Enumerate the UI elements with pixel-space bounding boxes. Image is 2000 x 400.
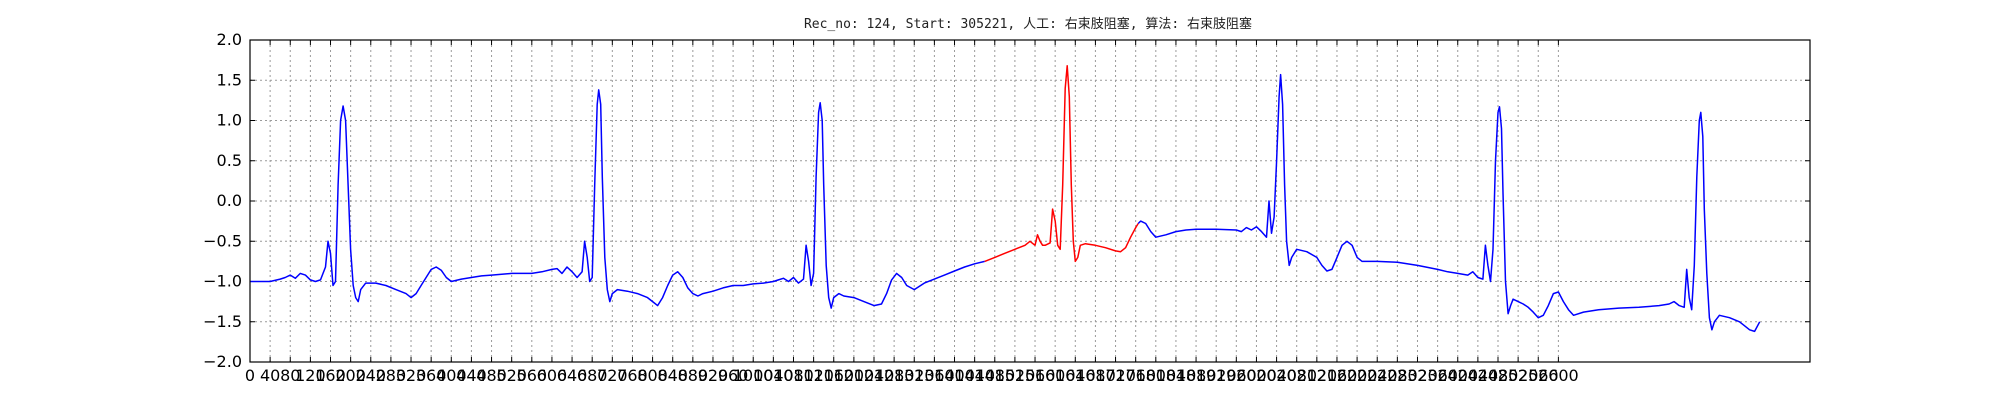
x-tick-label: 360: [416, 366, 447, 385]
x-tick-label: 1000: [733, 366, 774, 385]
x-tick-label: 440: [456, 366, 487, 385]
x-tick-label: 1800: [1135, 366, 1176, 385]
x-tick-label: 2240: [1357, 366, 1398, 385]
x-tick-label: 960: [718, 366, 749, 385]
y-tick-label: −2.0: [203, 352, 242, 371]
x-tick-label: 1480: [974, 366, 1015, 385]
x-tick-label: 760: [617, 366, 648, 385]
x-tick-label: 2200: [1337, 366, 1378, 385]
axis-ticks: 2.01.51.00.50.0−0.5−1.0−1.5−2.00 40 801201…: [203, 30, 1810, 385]
x-tick-label: 1280: [874, 366, 915, 385]
x-tick-label: 1720: [1095, 366, 1136, 385]
x-tick-label: 1360: [914, 366, 955, 385]
x-tick-label: 280: [376, 366, 407, 385]
x-tick-label: 2160: [1317, 366, 1358, 385]
x-tick-label: 480: [476, 366, 507, 385]
x-tick-label: 1960: [1216, 366, 1257, 385]
x-tick-label: 840: [657, 366, 688, 385]
x-tick-label: 2000: [1236, 366, 1277, 385]
x-tick-label: 1160: [813, 366, 854, 385]
x-tick-label: 640: [557, 366, 588, 385]
x-tick-label: 1200: [834, 366, 875, 385]
y-tick-label: 0.0: [217, 191, 242, 210]
series-group: [250, 65, 1761, 333]
x-tick-label: 1400: [934, 366, 975, 385]
x-tick-label: 720: [597, 366, 628, 385]
y-tick-label: −1.5: [203, 312, 242, 331]
y-tick-label: −1.0: [203, 272, 242, 291]
x-tick-label: 800: [637, 366, 668, 385]
x-tick-label: 40: [260, 366, 280, 385]
x-tick-label: 1840: [1156, 366, 1197, 385]
x-tick-label: 880: [678, 366, 709, 385]
x-tick-label: 920: [698, 366, 729, 385]
y-tick-label: −0.5: [203, 231, 242, 250]
x-tick-label: 120: [295, 366, 326, 385]
plot-frame: [249, 39, 1811, 363]
x-tick-label: 1080: [773, 366, 814, 385]
x-tick-label: 1040: [753, 366, 794, 385]
x-tick-label: 680: [577, 366, 608, 385]
x-tick-label: 2600: [1538, 366, 1579, 385]
x-tick-label: 160: [315, 366, 346, 385]
x-tick-label: 2280: [1377, 366, 1418, 385]
x-tick-label: 1640: [1055, 366, 1096, 385]
y-tick-label: 1.5: [217, 70, 242, 89]
y-tick-label: 0.5: [217, 151, 242, 170]
grid: [249, 39, 1810, 363]
x-tick-label: 1440: [954, 366, 995, 385]
x-tick-label: 1520: [995, 366, 1036, 385]
x-tick-label: 1920: [1196, 366, 1237, 385]
x-tick-label: 2360: [1417, 366, 1458, 385]
x-tick-label: 1880: [1176, 366, 1217, 385]
x-tick-label: 600: [537, 366, 568, 385]
x-tick-label: 2480: [1478, 366, 1519, 385]
x-tick-label: 1120: [793, 366, 834, 385]
x-tick-label: 2400: [1437, 366, 1478, 385]
x-tick-label: 520: [496, 366, 527, 385]
x-tick-label: 1560: [1015, 366, 1056, 385]
x-tick-label: 400: [436, 366, 467, 385]
x-tick-label: 240: [356, 366, 387, 385]
x-tick-label: 2440: [1458, 366, 1499, 385]
x-tick-label: 320: [396, 366, 427, 385]
x-tick-label: 2040: [1256, 366, 1297, 385]
x-tick-label: 2560: [1518, 366, 1559, 385]
x-tick-label: 560: [517, 366, 548, 385]
series-line-ecg-after: [1137, 73, 1761, 333]
series-line-ecg: [250, 89, 985, 309]
x-tick-label: 80: [280, 366, 300, 385]
x-tick-label: 200: [335, 366, 366, 385]
series-line-highlighted-beat: [984, 65, 1139, 263]
y-tick-label: 2.0: [217, 30, 242, 49]
x-tick-label: 1600: [1035, 366, 1076, 385]
y-tick-label: 1.0: [217, 111, 242, 130]
x-tick-label: 0: [245, 366, 255, 385]
x-tick-label: 2080: [1276, 366, 1317, 385]
x-tick-label: 1320: [894, 366, 935, 385]
x-tick-label: 1760: [1115, 366, 1156, 385]
chart-title: Rec_no: 124, Start: 305221, 人工: 右束肢阻塞, 算…: [804, 16, 1252, 32]
x-tick-label: 1680: [1075, 366, 1116, 385]
x-tick-label: 2120: [1296, 366, 1337, 385]
x-tick-label: 2520: [1498, 366, 1539, 385]
x-tick-label: 1240: [854, 366, 895, 385]
x-tick-label: 2320: [1397, 366, 1438, 385]
